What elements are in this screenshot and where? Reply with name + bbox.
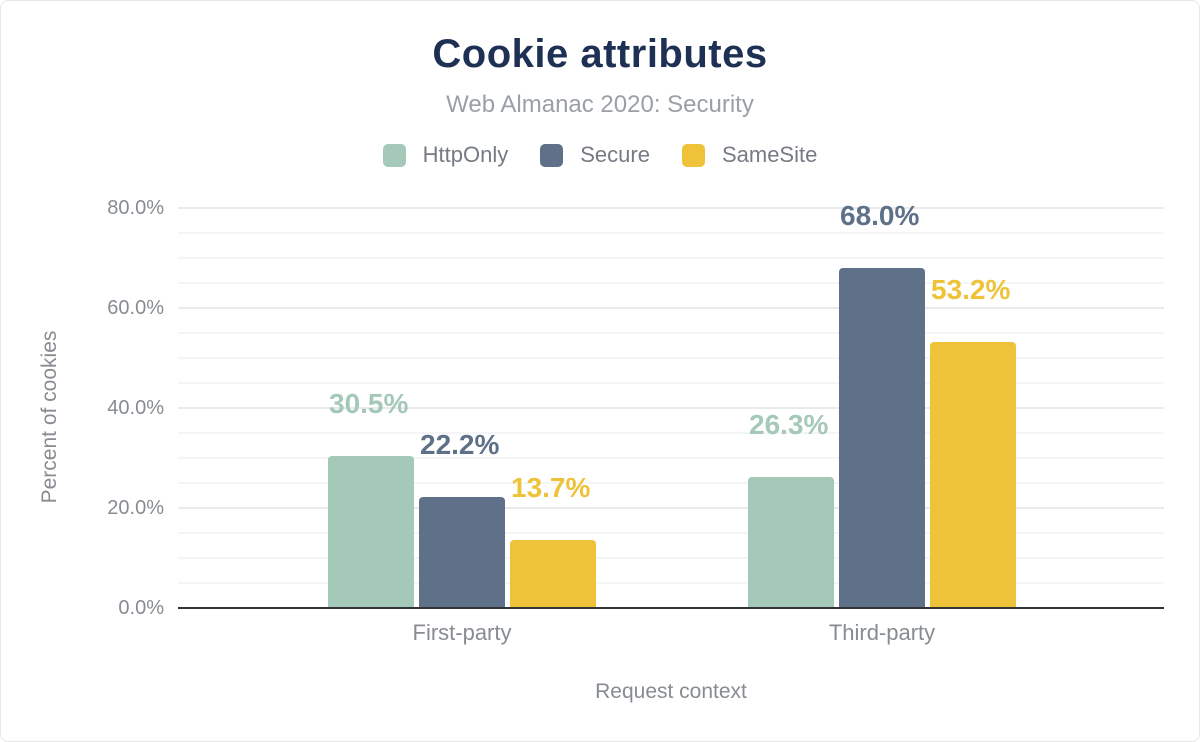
y-tick-label: 80.0% [107, 197, 164, 219]
y-axis-title: Percent of cookies [38, 330, 61, 504]
x-category-label-first-party: First-party [412, 620, 512, 645]
bar-value-label-httponly-first-party: 30.5% [329, 387, 409, 419]
legend-label-samesite: SameSite [721, 142, 818, 167]
y-tick-label: 20.0% [107, 497, 164, 519]
bar-samesite-first-party [510, 539, 596, 608]
legend-label-httponly: HttpOnly [422, 142, 509, 167]
grid-line-minor [178, 532, 1164, 534]
bar-value-label-samesite-first-party: 13.7% [511, 471, 591, 503]
bar-httponly-third-party [748, 476, 834, 608]
grid-line-major [178, 407, 1164, 409]
legend-swatch-httponly-icon [382, 143, 406, 167]
x-category-label-third-party: Third-party [828, 620, 936, 645]
grid-line-minor [178, 357, 1164, 359]
x-axis-line [178, 607, 1164, 609]
bar-value-label-secure-third-party: 68.0% [840, 200, 920, 231]
legend-swatch-secure-icon [540, 143, 564, 167]
grid-line-minor [178, 332, 1164, 334]
bar-secure-third-party [839, 268, 925, 608]
grid-line-minor [178, 557, 1164, 559]
grid-line-major [178, 207, 1164, 209]
bar-value-label-samesite-third-party: 53.2% [931, 274, 1011, 305]
bar-secure-first-party [419, 497, 505, 608]
grid-line-minor [178, 257, 1164, 259]
bar-httponly-first-party [328, 455, 414, 608]
legend: HttpOnly Secure SameSite [1, 142, 1199, 168]
bar-value-label-secure-first-party: 22.2% [420, 429, 500, 460]
y-tick-label: 40.0% [107, 397, 164, 419]
grid-line-minor [178, 482, 1164, 484]
grid-line-minor [178, 582, 1164, 584]
chart-title: Cookie attributes [432, 32, 768, 76]
grid-line-major [178, 507, 1164, 509]
grid-line-minor [178, 232, 1164, 234]
y-tick-label: 60.0% [107, 297, 164, 319]
grid-line-minor [178, 457, 1164, 459]
x-axis-title: Request context [595, 680, 747, 703]
grid-line-minor [178, 432, 1164, 434]
legend-item-secure: Secure [540, 142, 650, 168]
bar-samesite-third-party [930, 342, 1016, 608]
legend-swatch-samesite-icon [681, 143, 705, 167]
bar-value-label-httponly-third-party: 26.3% [749, 408, 829, 440]
grid-line-major [178, 307, 1164, 309]
chart-subtitle: Web Almanac 2020: Security [446, 91, 754, 118]
grid-line-minor [178, 282, 1164, 284]
legend-label-secure: Secure [580, 142, 650, 167]
grid-line-minor [178, 382, 1164, 384]
legend-item-samesite: SameSite [681, 142, 818, 168]
legend-item-httponly: HttpOnly [382, 142, 509, 168]
y-tick-label: 0.0% [118, 597, 164, 619]
